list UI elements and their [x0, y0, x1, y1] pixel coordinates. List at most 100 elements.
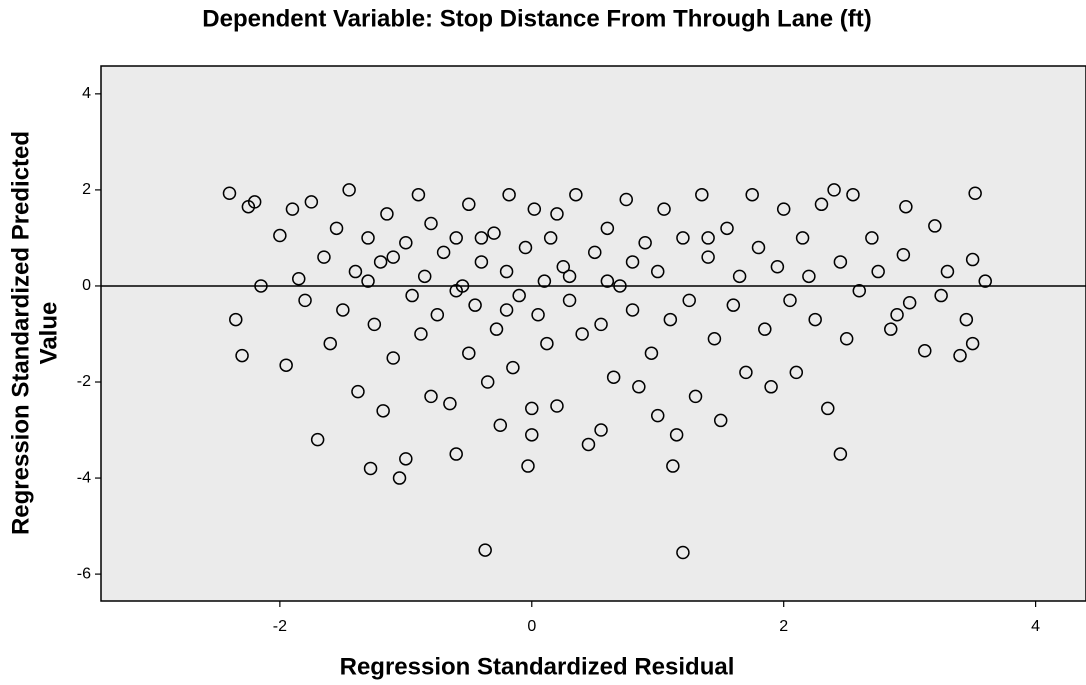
point [531, 308, 545, 322]
point [525, 428, 539, 442]
point [380, 207, 394, 221]
point [871, 264, 885, 279]
point [770, 259, 785, 274]
y-tick-label: 2 [82, 181, 91, 198]
point [540, 336, 554, 351]
point [783, 293, 797, 308]
point [499, 264, 514, 279]
point [550, 399, 564, 413]
point [279, 358, 293, 372]
point [521, 459, 535, 473]
point [676, 231, 690, 245]
point [392, 471, 407, 485]
point [449, 447, 463, 461]
point [713, 413, 728, 428]
y-tick-label: -6 [77, 565, 91, 582]
point [386, 250, 400, 264]
point [487, 226, 501, 240]
point [229, 312, 243, 327]
y-tick-label: -2 [77, 373, 91, 390]
point [235, 348, 249, 363]
point [373, 255, 388, 269]
y-tick-label: 4 [82, 85, 91, 102]
y-tick-label: 0 [82, 277, 91, 294]
point [478, 543, 492, 557]
plot-area [100, 65, 1086, 602]
point [953, 348, 967, 363]
point [310, 432, 325, 447]
point [594, 423, 608, 437]
point [928, 219, 942, 233]
point [650, 264, 665, 279]
point [821, 401, 835, 416]
point [499, 303, 514, 317]
point [414, 327, 428, 341]
point [808, 312, 822, 327]
point [399, 452, 413, 466]
point [827, 183, 841, 197]
point [436, 245, 451, 260]
point [449, 284, 463, 298]
point [376, 404, 390, 418]
point [833, 255, 848, 269]
point [795, 231, 810, 245]
point [480, 375, 495, 389]
point [367, 317, 382, 332]
point [247, 195, 262, 209]
point [720, 221, 734, 236]
point [417, 269, 432, 284]
point [657, 202, 671, 216]
point [890, 308, 904, 322]
point [682, 293, 696, 308]
point [525, 401, 539, 416]
x-axis-label: Regression Standardized Residual [340, 653, 735, 680]
point [701, 250, 715, 264]
point [789, 365, 804, 380]
point [298, 293, 312, 308]
point [802, 269, 816, 284]
point [764, 380, 778, 394]
x-tick-label: 0 [527, 618, 536, 635]
point [902, 296, 917, 310]
point [323, 336, 337, 351]
point [474, 255, 489, 269]
point [625, 303, 640, 317]
point [575, 327, 589, 341]
point [600, 221, 615, 236]
point [222, 186, 237, 201]
point [493, 418, 508, 432]
point [632, 380, 646, 394]
point [663, 312, 678, 327]
point [899, 199, 913, 214]
point [489, 322, 504, 336]
point [638, 235, 652, 250]
point [934, 288, 948, 303]
point [361, 231, 375, 245]
y-axis-label: Regression Standardized Predicted [7, 131, 34, 535]
point [968, 186, 982, 201]
point [537, 274, 552, 288]
point [701, 231, 715, 245]
point [918, 344, 932, 358]
point [625, 255, 640, 269]
point [569, 187, 583, 202]
point [292, 272, 306, 286]
point [739, 365, 753, 380]
point [562, 269, 577, 284]
point [606, 370, 621, 384]
point [884, 322, 898, 336]
point [363, 461, 378, 476]
point [726, 298, 741, 312]
point [600, 274, 615, 288]
point [399, 235, 413, 250]
x-tick-label: 4 [1031, 618, 1040, 635]
x-tick-label: 2 [779, 618, 788, 635]
point [676, 545, 690, 560]
point [518, 240, 533, 255]
point [688, 389, 703, 404]
point [449, 231, 463, 245]
point [650, 408, 665, 423]
point [285, 202, 300, 216]
point [411, 187, 426, 202]
